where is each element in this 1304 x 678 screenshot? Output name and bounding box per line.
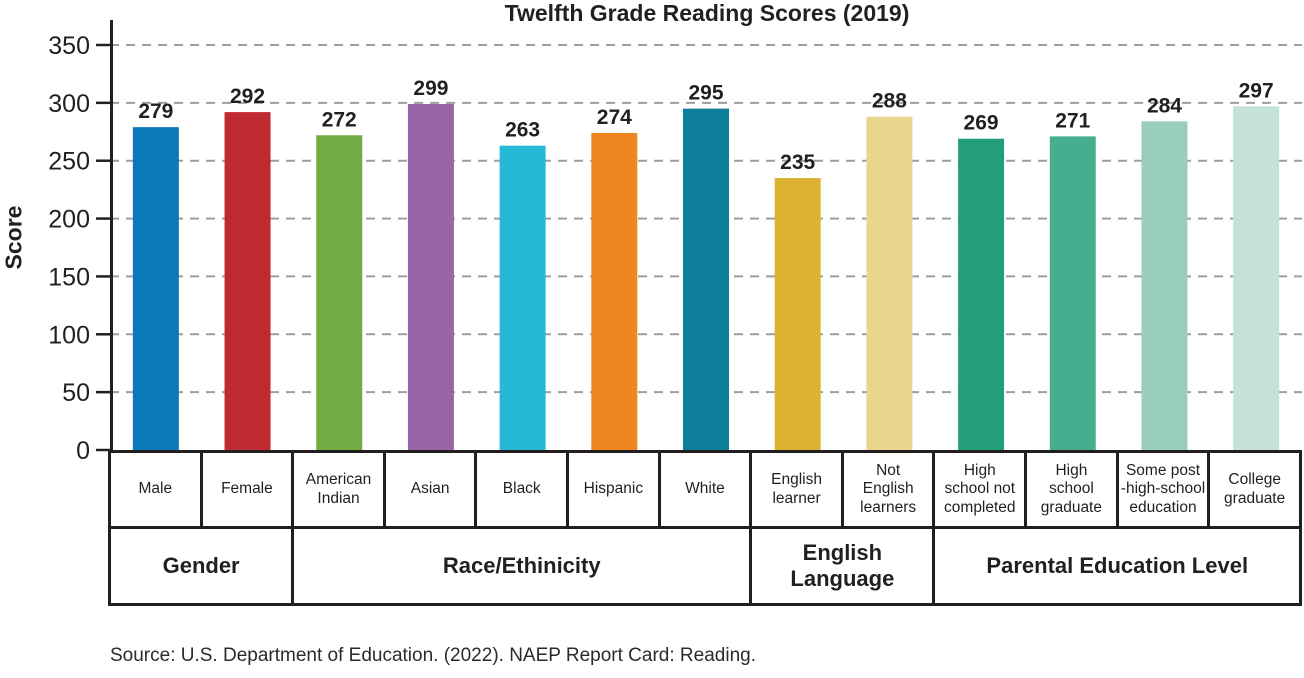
bar-value-male: 279 (138, 100, 173, 123)
category-cell-white: White (657, 450, 753, 529)
category-cell-high-school-not-completed: High school not completed (932, 450, 1028, 529)
bar-value-high-school-graduate: 271 (1055, 109, 1090, 132)
category-cell-male: Male (108, 450, 203, 529)
group-label-row: Gender Race/Ethinicity English Language Par… (107, 526, 1302, 606)
y-tick-label-250: 250 (48, 148, 90, 176)
category-cell-asian: Asian (382, 450, 478, 529)
bar-value-hispanic: 274 (597, 106, 632, 129)
bar-value-not-english-learners: 288 (872, 90, 907, 113)
y-tick-label-50: 50 (62, 379, 90, 407)
category-cell-some-post-high-school-education: Some post -high-school education (1115, 450, 1211, 529)
source-citation: Source: U.S. Department of Education. (2… (110, 645, 756, 666)
bar-black (499, 145, 546, 450)
y-tick-label-100: 100 (48, 321, 90, 349)
group-cell-race-ethinicity: Race/Ethinicity (291, 526, 753, 606)
bar-value-american-indian: 272 (322, 108, 357, 131)
y-tick-label-150: 150 (48, 263, 90, 291)
category-cell-not-english-learners: Not English learners (840, 450, 936, 529)
bar-high-school-graduate (1049, 136, 1096, 450)
bar-american-indian (316, 135, 363, 450)
bar-value-female: 292 (230, 85, 265, 108)
bar-some-post-high-school-education (1141, 121, 1188, 450)
group-cell-gender: Gender (107, 526, 295, 606)
category-cell-black: Black (474, 450, 570, 529)
bar-value-high-school-not-completed: 269 (964, 112, 999, 135)
category-cell-hispanic: Hispanic (566, 450, 661, 529)
y-tick-label-300: 300 (48, 90, 90, 118)
bar-english-learner (774, 178, 821, 451)
category-cell-college-graduate: College graduate (1207, 450, 1302, 529)
group-cell-english-language: English Language (749, 526, 936, 606)
bar-female (224, 112, 271, 450)
bar-value-asian: 299 (413, 77, 448, 100)
bar-value-black: 263 (505, 119, 540, 142)
bar-value-white: 295 (688, 82, 723, 105)
bar-asian (407, 104, 454, 450)
bar-value-college-graduate: 297 (1239, 79, 1274, 102)
bar-white (683, 108, 729, 451)
category-label-row: Male Female American Indian Asian Black Hispa… (108, 450, 1302, 529)
y-tick-label-0: 0 (76, 437, 90, 460)
category-cell-female: Female (199, 450, 295, 529)
bar-value-some-post-high-school-education: 284 (1147, 94, 1182, 117)
chart-title: Twelfth Grade Reading Scores (2019) (504, 0, 910, 26)
category-cell-american-indian: American Indian (291, 450, 386, 529)
bar-not-english-learners (866, 116, 913, 450)
bar-value-english-learner: 235 (780, 151, 815, 174)
bar-hispanic (591, 132, 638, 450)
y-tick-label-200: 200 (48, 206, 90, 234)
bar-male (132, 127, 179, 451)
y-tick-label-350: 350 (48, 32, 90, 60)
category-table: Male Female American Indian Asian Black Hispa… (107, 450, 1302, 606)
bar-high-school-not-completed (958, 138, 1005, 450)
category-cell-high-school-graduate: High school graduate (1024, 450, 1119, 529)
group-cell-parental-education-level: Parental Education Level (932, 526, 1302, 606)
chart-svg: 0 50 100 150 200 250 300 350 279 292 272 299 263 274 2… (48, 20, 1302, 460)
category-cell-english-learner: English learner (749, 450, 844, 529)
bar-college-graduate (1233, 106, 1280, 450)
